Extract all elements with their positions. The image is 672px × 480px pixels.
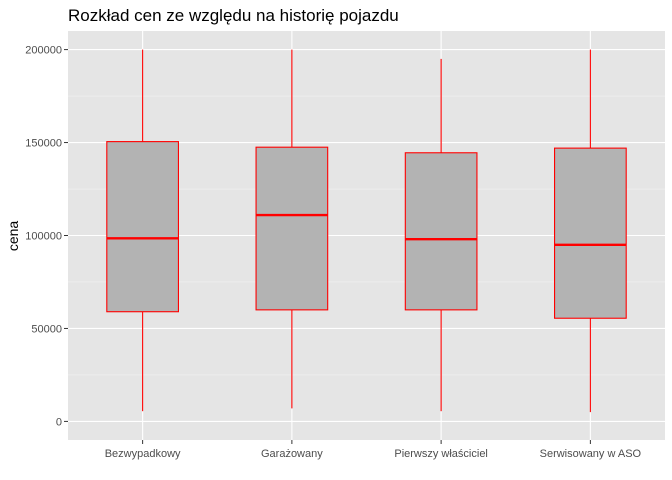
y-tick-label: 150000 [25,138,62,150]
y-axis: 0 50000 100000 150000 200000 [25,45,68,428]
y-tick-label: 100000 [25,231,62,243]
x-tick-label: Garażowany [261,448,323,460]
chart-title: Rozkład cen ze względu na historię pojaz… [68,6,399,25]
iqr-box [106,141,179,313]
x-tick-label: Serwisowany w ASO [540,448,642,460]
box-0 [106,49,179,412]
iqr-box [404,152,478,311]
y-tick-label: 200000 [25,45,62,57]
box-2 [404,58,478,412]
iqr-box [554,147,627,319]
y-axis-title: cena [5,221,21,252]
y-tick-label: 0 [56,416,62,428]
box-3 [554,49,627,413]
iqr-box [255,146,329,311]
x-axis: Bezwypadkowy Garażowany Pierwszy właścicie… [105,440,642,460]
y-tick-label: 50000 [31,323,62,335]
box-1 [255,49,329,409]
boxes [106,49,627,413]
x-tick-label: Bezwypadkowy [105,448,181,460]
x-tick-label: Pierwszy właściciel [394,448,488,460]
